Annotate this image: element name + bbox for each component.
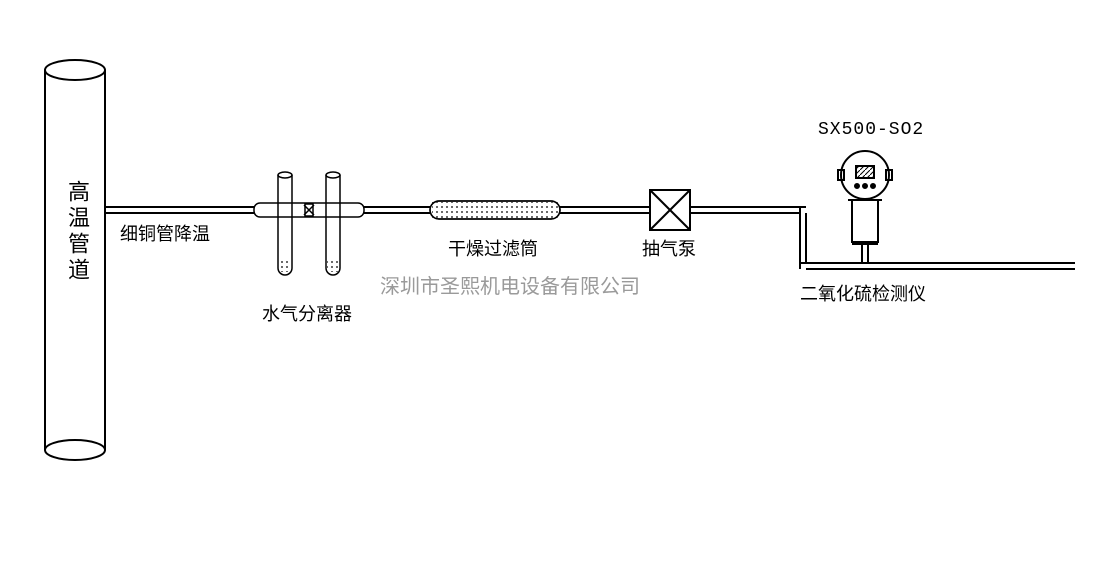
line-pipeline-to-separator <box>105 207 254 213</box>
separator-label: 水气分离器 <box>262 300 352 326</box>
dryer-label: 干燥过滤筒 <box>448 235 538 261</box>
so2-detector <box>838 151 892 263</box>
pipeline-label: 高温管道 <box>61 180 93 284</box>
pump-label: 抽气泵 <box>642 235 696 261</box>
line-dryer-to-pump <box>560 207 650 213</box>
line-separator-to-dryer <box>364 207 430 213</box>
dryer-filter <box>430 201 560 219</box>
detector-label: 二氧化硫检测仪 <box>800 280 926 306</box>
company-watermark: 深圳市圣熙机电设备有限公司 <box>380 270 640 299</box>
line-pump-to-detector <box>690 207 1075 269</box>
copper-tube-label: 细铜管降温 <box>120 220 210 246</box>
detector-model-label: SX500-SO2 <box>818 120 924 140</box>
water-gas-separator <box>254 172 364 275</box>
air-pump <box>650 190 690 230</box>
